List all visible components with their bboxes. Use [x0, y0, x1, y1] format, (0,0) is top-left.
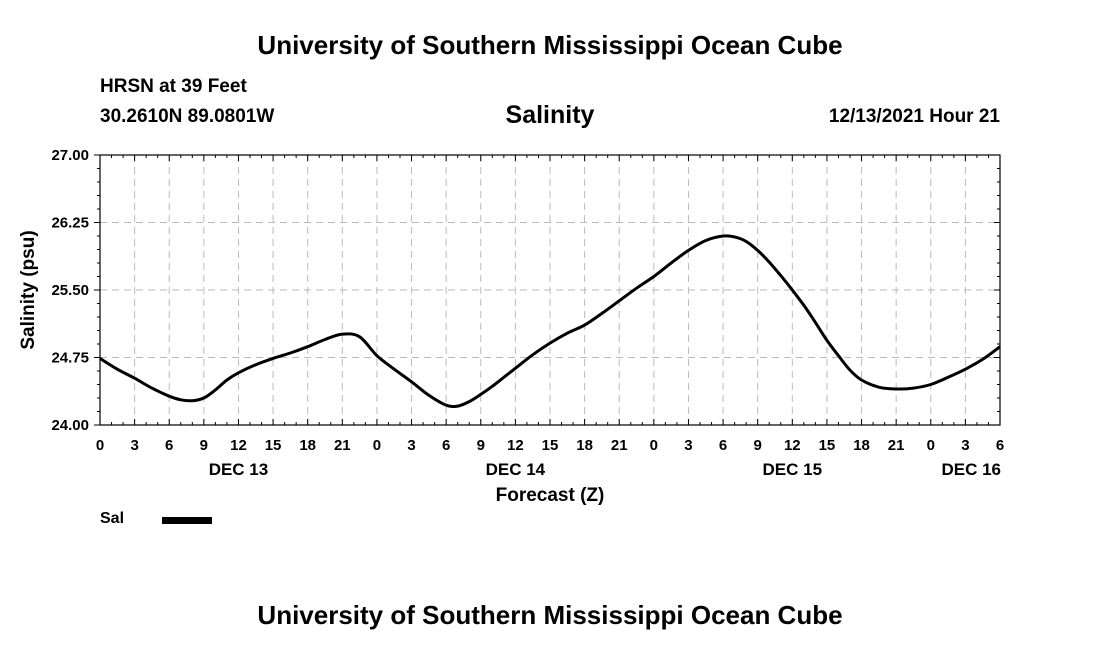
legend-label: Sal: [100, 510, 125, 527]
x-tick-label: 6: [165, 437, 173, 454]
date-label: DEC 14: [486, 460, 546, 479]
x-tick-label: 21: [611, 437, 628, 454]
x-tick-label: 3: [684, 437, 692, 454]
x-tick-label: 21: [334, 437, 351, 454]
y-tick-label: 25.50: [51, 282, 89, 299]
date-label: DEC 13: [209, 460, 269, 479]
x-tick-label: 12: [784, 437, 801, 454]
series-layer: [99, 234, 1001, 409]
y-tick-label: 24.75: [51, 350, 89, 367]
x-tick-label: 3: [407, 437, 415, 454]
grid-layer: [100, 155, 1000, 425]
station-label: HRSN at 39 Feet: [100, 76, 247, 97]
salinity-series-line: [99, 234, 1001, 409]
page-title: University of Southern Mississippi Ocean…: [257, 30, 843, 60]
x-tick-label: 9: [754, 437, 762, 454]
x-tick-label: 0: [96, 437, 104, 454]
x-tick-label: 0: [373, 437, 381, 454]
x-tick-label: 21: [888, 437, 905, 454]
forecast-datetime: 12/13/2021 Hour 21: [828, 106, 1000, 127]
y-tick-label: 26.25: [51, 215, 89, 232]
x-tick-label: 12: [230, 437, 247, 454]
y-tick-label: 27.00: [51, 147, 89, 164]
x-tick-label: 15: [265, 437, 282, 454]
x-tick-label: 15: [542, 437, 559, 454]
x-tick-label: 0: [650, 437, 658, 454]
x-tick-label: 6: [996, 437, 1004, 454]
date-label: DEC 15: [763, 460, 823, 479]
y-tick-label: 24.00: [51, 417, 89, 434]
x-axis-title: Forecast (Z): [496, 485, 605, 506]
x-tick-label: 6: [719, 437, 727, 454]
x-tick-label: 18: [576, 437, 593, 454]
coordinates-label: 30.2610N 89.0801W: [100, 106, 275, 127]
x-tick-label: 0: [927, 437, 935, 454]
x-tick-label: 6: [442, 437, 450, 454]
x-tick-label: 18: [299, 437, 316, 454]
legend-swatch: [162, 517, 212, 524]
x-tick-label: 15: [819, 437, 836, 454]
x-tick-label: 18: [853, 437, 870, 454]
x-tick-label: 3: [961, 437, 969, 454]
axis-labels: 0 3 6 9 12 15 18 21 0 3 6 9 12 15 18 21 0 3 6 9 12 15 18 21 0 3 6 2…: [51, 147, 1004, 479]
footer-title: University of Southern Mississippi Ocean…: [257, 600, 843, 630]
x-tick-label: 9: [200, 437, 208, 454]
chart-title: Salinity: [505, 101, 595, 129]
date-label: DEC 16: [941, 460, 1001, 479]
x-tick-label: 3: [130, 437, 138, 454]
y-axis-title: Salinity (psu): [18, 230, 39, 349]
x-tick-label: 12: [507, 437, 524, 454]
plot-frame: [99, 154, 1001, 426]
x-tick-label: 9: [477, 437, 485, 454]
